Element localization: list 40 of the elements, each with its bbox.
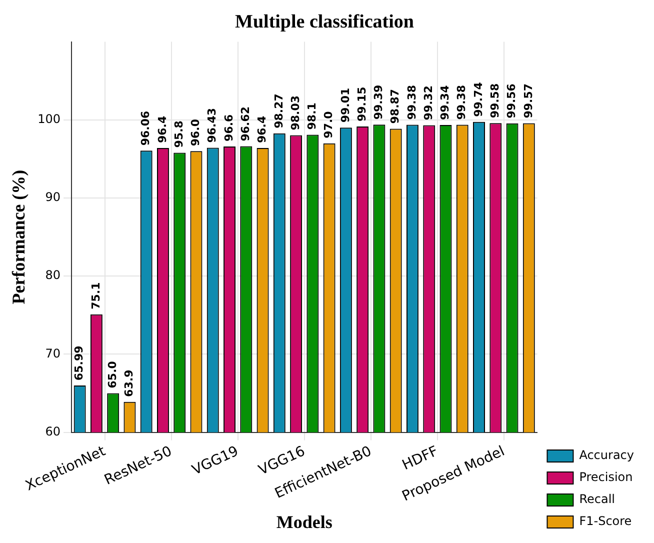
data-label: 99.38 [405,84,418,120]
data-label: 97.0 [322,110,336,138]
legend-label: F1-Score [579,514,632,528]
y-tick-label: 100 [38,112,61,126]
data-label: 99.34 [438,84,452,120]
data-label: 95.8 [172,120,186,148]
data-label: 65.0 [106,360,119,388]
data-label: 99.58 [488,83,502,118]
data-label: 99.74 [472,82,485,117]
data-label: 99.15 [355,86,368,122]
legend-label: Recall [579,492,616,506]
data-label: 99.01 [338,88,352,123]
data-label: 96.06 [139,110,152,146]
legend-label: Precision [579,470,633,484]
data-label: 98.1 [306,102,319,130]
chart-title: Multiple classification [235,11,414,32]
data-label: 65.99 [72,346,86,381]
y-tick-label: 90 [45,190,61,204]
data-label: 96.62 [239,106,252,142]
data-label: 98.27 [272,94,286,128]
y-axis-title: Performance (%) [8,170,28,304]
y-tick-label: 60 [45,424,61,438]
data-label: 96.43 [206,108,219,143]
data-label: 63.9 [122,370,136,397]
data-label: 99.32 [422,85,435,120]
data-label: 96.0 [189,118,202,146]
data-label: 99.38 [455,84,468,120]
y-tick-label: 80 [45,268,61,282]
data-label: 75.1 [89,282,102,310]
data-label: 99.39 [372,84,386,120]
data-label: 99.57 [522,83,535,118]
data-label: 98.87 [388,88,402,124]
data-label: 96.6 [222,114,236,142]
data-label: 96.4 [256,116,269,144]
data-label: 98.03 [288,95,302,130]
data-label: 99.56 [505,83,518,118]
legend-label: Accuracy [579,448,634,462]
y-tick-label: 70 [45,346,61,360]
data-label: 96.4 [156,116,169,144]
x-axis-title: Models [276,512,332,532]
